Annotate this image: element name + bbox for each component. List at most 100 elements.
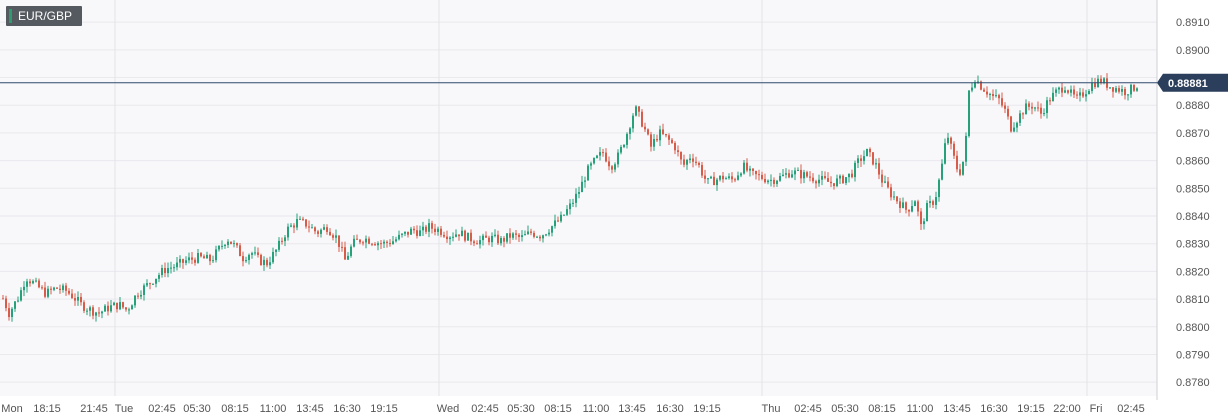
candle-body [566, 209, 568, 215]
candle-body [884, 181, 886, 183]
candle-body [380, 243, 382, 245]
candle-body [194, 259, 196, 263]
y-tick-label: 0.8780 [1176, 377, 1210, 389]
candle-body [1136, 88, 1138, 91]
candle-body [203, 256, 205, 259]
candle-body [953, 143, 955, 156]
candle-body [374, 244, 376, 246]
candle-body [1043, 113, 1045, 115]
candle-body [629, 128, 631, 134]
candle-body [806, 172, 808, 177]
candle-body [797, 169, 799, 171]
candle-body [47, 288, 49, 297]
candle-body [116, 302, 118, 310]
candle-body [1133, 84, 1135, 91]
candle-body [332, 235, 334, 238]
candle-body [1022, 113, 1024, 115]
candle-body [764, 178, 766, 183]
candle-body [275, 249, 277, 252]
candle-body [50, 288, 52, 290]
candle-body [974, 82, 976, 88]
candle-body [728, 176, 730, 179]
candle-body [506, 233, 508, 242]
candle-body [1049, 100, 1051, 102]
candle-body [128, 309, 130, 311]
candle-body [35, 280, 37, 282]
candle-body [644, 126, 646, 130]
candle-body [749, 168, 751, 171]
candle-body [68, 290, 70, 294]
candle-body [1001, 98, 1003, 106]
candle-body [512, 233, 514, 238]
candle-body [1016, 122, 1018, 128]
x-tick-label: 05:30 [183, 403, 211, 415]
x-tick-label: 08:15 [221, 403, 249, 415]
x-tick-label: Mon [1, 403, 22, 415]
candle-body [647, 129, 649, 135]
candle-body [608, 161, 610, 167]
y-axis: 0.8780 0.8790 0.8800 0.8810 0.8820 0.8830 0.88… [1176, 17, 1210, 389]
candle-body [653, 139, 655, 147]
candle-body [368, 238, 370, 244]
candle-body [791, 174, 793, 178]
candle-body [425, 226, 427, 232]
candle-body [551, 226, 553, 233]
candle-body [821, 176, 823, 180]
candle-body [545, 234, 547, 236]
candle-body [107, 305, 109, 312]
candle-body [989, 94, 991, 96]
candle-body [362, 242, 364, 244]
candle-body [296, 219, 298, 228]
y-tick-label: 0.8810 [1176, 294, 1210, 306]
candle-body [167, 268, 169, 274]
y-tick-label: 0.8910 [1176, 17, 1210, 29]
x-tick-label: 16:30 [333, 403, 361, 415]
candle-body [1085, 94, 1087, 97]
candle-body [53, 287, 55, 290]
candle-body [1025, 103, 1027, 115]
candle-body [350, 246, 352, 256]
x-tick-label: 13:45 [618, 403, 646, 415]
candle-body [38, 280, 40, 288]
candle-body [863, 156, 865, 161]
x-tick-label: 19:15 [370, 403, 398, 415]
candle-body [86, 310, 88, 312]
candle-body [224, 244, 226, 246]
candle-body [110, 305, 112, 312]
candle-body [269, 262, 271, 266]
candle-body [929, 201, 931, 204]
candle-body [215, 249, 217, 261]
y-tick-label: 0.8900 [1176, 45, 1210, 57]
candle-body [626, 133, 628, 145]
x-tick-label: Tue [115, 403, 134, 415]
candle-body [614, 164, 616, 170]
candle-body [605, 152, 607, 162]
candle-body [1055, 89, 1057, 93]
candle-body [599, 152, 601, 156]
candle-body [584, 180, 586, 182]
x-tick-label: 11:00 [260, 403, 287, 415]
candle-body [1088, 91, 1090, 95]
candle-body [905, 202, 907, 210]
candle-body [389, 242, 391, 245]
candle-body [233, 243, 235, 245]
candle-body [344, 247, 346, 260]
candle-body [533, 232, 535, 237]
y-tick-label: 0.8840 [1176, 211, 1210, 223]
x-tick-label: 19:15 [1017, 403, 1045, 415]
candle-body [179, 259, 181, 263]
candle-body [143, 285, 145, 295]
candle-body [251, 253, 253, 255]
candle-body [320, 229, 322, 234]
candle-body [686, 159, 688, 165]
candle-body [569, 203, 571, 210]
candle-body [314, 227, 316, 232]
candle-body [1124, 89, 1126, 96]
candle-body [17, 300, 19, 302]
candle-body [464, 230, 466, 241]
candle-body [182, 259, 184, 263]
candle-body [896, 196, 898, 202]
candle-body [302, 218, 304, 220]
x-tick-label: 18:15 [33, 403, 61, 415]
